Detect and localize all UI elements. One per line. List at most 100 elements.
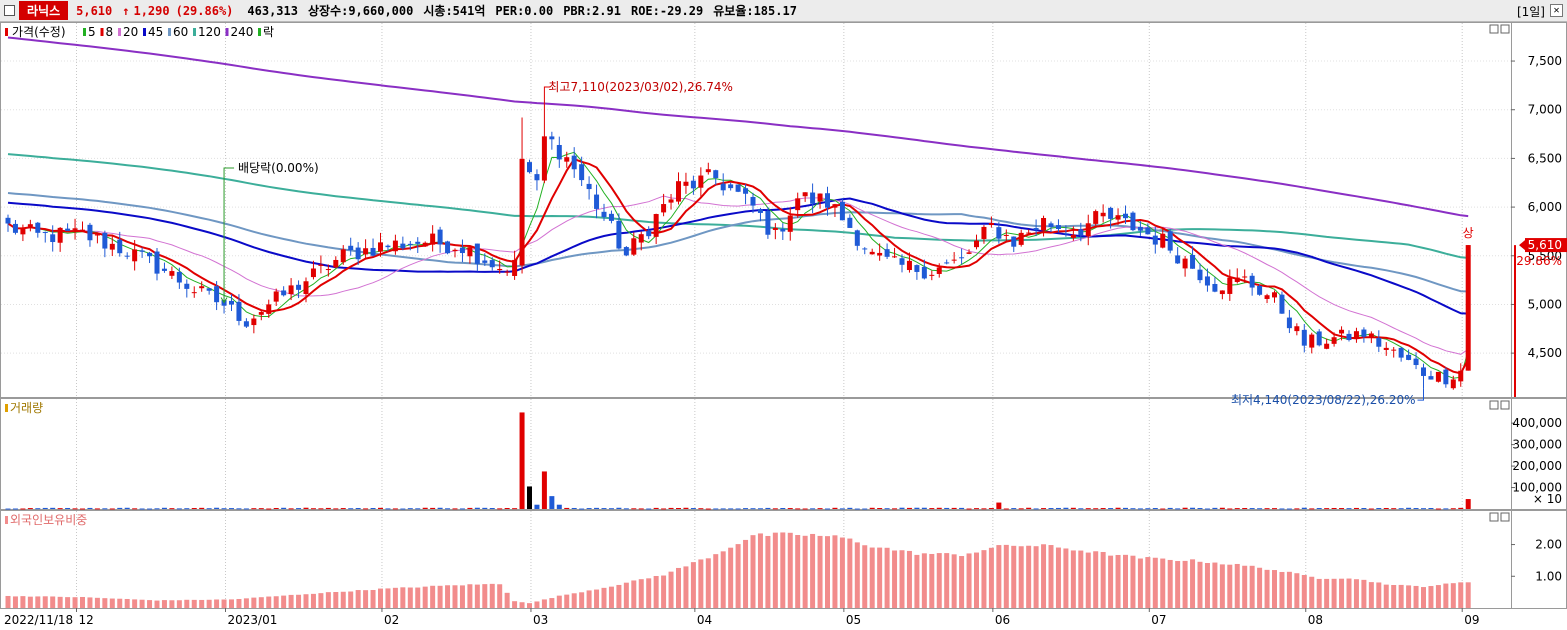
volume-bar (676, 508, 681, 510)
candle-body (72, 228, 78, 230)
high-pointer (543, 86, 551, 100)
foreign-bar (1152, 557, 1158, 608)
volume-bar (787, 508, 793, 510)
volume-bar (1190, 507, 1196, 509)
x-tick-label: 09 (1464, 613, 1479, 627)
volume-bar (1316, 508, 1322, 510)
candle-body (80, 229, 85, 231)
select-checkbox[interactable] (4, 5, 15, 16)
foreign-bar (1413, 585, 1419, 608)
candle-body (452, 249, 458, 252)
candle-body (1361, 329, 1367, 337)
panel-frame (0, 398, 1512, 510)
panel-maximize-button[interactable] (1489, 400, 1499, 410)
volume-bar (1279, 508, 1285, 510)
legend-label: 5 (88, 25, 96, 39)
period-selector[interactable]: [1일] (1516, 5, 1545, 19)
price-change: 1,290 (133, 3, 170, 18)
candle-body (638, 234, 644, 243)
foreign-bar (519, 602, 525, 608)
candle-body (355, 247, 361, 260)
candle-body (1398, 347, 1404, 358)
foreign-bar (169, 600, 175, 608)
close-icon[interactable]: ✕ (1550, 4, 1563, 17)
candle-body (571, 155, 577, 170)
volume-bar (266, 508, 272, 510)
foreign-bar (504, 592, 510, 608)
candle-body (623, 247, 629, 256)
volume-bar (556, 504, 562, 509)
panel-maximize-button[interactable] (1489, 512, 1499, 522)
foreign-bar (50, 596, 56, 608)
foreign-bar (1093, 551, 1099, 608)
volume-bar (42, 507, 48, 509)
volume-bar (161, 507, 167, 509)
panel-close-button[interactable] (1500, 400, 1510, 410)
foreign-bar (534, 601, 540, 608)
volume-bar (1182, 507, 1188, 509)
volume-bar (1391, 508, 1397, 510)
volume-bar (869, 507, 875, 509)
candle-body (467, 247, 473, 257)
foreign-bar (1435, 585, 1441, 608)
foreign-bar (802, 535, 808, 608)
volume-bar (1413, 508, 1419, 510)
volume-bar (65, 507, 71, 509)
candles (5, 99, 1471, 390)
foreign-bar (288, 594, 294, 608)
foreign-bar (579, 592, 585, 608)
panel-close-button[interactable] (1500, 24, 1510, 34)
foreign-bar (35, 596, 41, 608)
foreign-bar (370, 589, 376, 608)
foreign-tick-label: 2.00 (1535, 538, 1562, 552)
volume-bar (616, 507, 622, 509)
volume-bar (1197, 508, 1203, 510)
volume-bar (1152, 508, 1158, 510)
candle-body (1041, 218, 1047, 231)
candle-body (422, 242, 428, 247)
volume-bar (482, 507, 488, 509)
candle-body (1108, 207, 1114, 219)
volume-tick-label: 100,000 (1512, 481, 1562, 495)
legend-marker (143, 28, 146, 36)
foreign-bar (1182, 560, 1188, 608)
candle-body (869, 251, 875, 255)
price-tick-label: 5,000 (1528, 297, 1562, 311)
foreign-bar (728, 547, 734, 608)
foreign-bar (1003, 544, 1009, 608)
volume-bar (1108, 508, 1114, 510)
candle-body (668, 199, 674, 203)
candle-body (549, 136, 555, 140)
volume-bar (884, 508, 890, 510)
price-legend: 가격(수정) 5 8 20 45 60 120 240 락 (5, 25, 274, 39)
candle-body (1026, 232, 1032, 234)
volume-bar (1204, 508, 1210, 510)
volume-bar (415, 508, 421, 510)
volume-bar (1018, 508, 1024, 510)
candle-body (541, 136, 547, 181)
volume-bar (251, 508, 257, 510)
foreign-bar (1108, 555, 1114, 608)
volume-bar (519, 412, 525, 509)
volume-bar (437, 507, 443, 509)
volume-bar (661, 508, 667, 510)
volume-bar (1421, 508, 1426, 510)
foreign-tick-label: 1.00 (1535, 569, 1562, 583)
candle-body (899, 258, 905, 265)
volume-bar (720, 508, 726, 510)
panel-close-button[interactable] (1500, 512, 1510, 522)
foreign-bar (1145, 557, 1151, 608)
foreign-bar (1197, 561, 1203, 608)
foreign-bar (452, 585, 458, 608)
panel-maximize-button[interactable] (1489, 24, 1499, 34)
candle-body (690, 180, 696, 189)
volume-bar (184, 508, 190, 510)
stock-chart[interactable]: 7,500 7,000 6,500 6,000 5,500 5,000 4,500 가격(수정… (0, 22, 1567, 630)
foreign-bar (608, 586, 614, 608)
candle-body (825, 193, 830, 208)
candle-body (474, 243, 480, 264)
volume-bar (132, 508, 138, 510)
stock-name[interactable]: 라닉스 (19, 1, 69, 20)
volume-bar (668, 507, 674, 509)
price-tick-label: 6,500 (1528, 151, 1562, 165)
